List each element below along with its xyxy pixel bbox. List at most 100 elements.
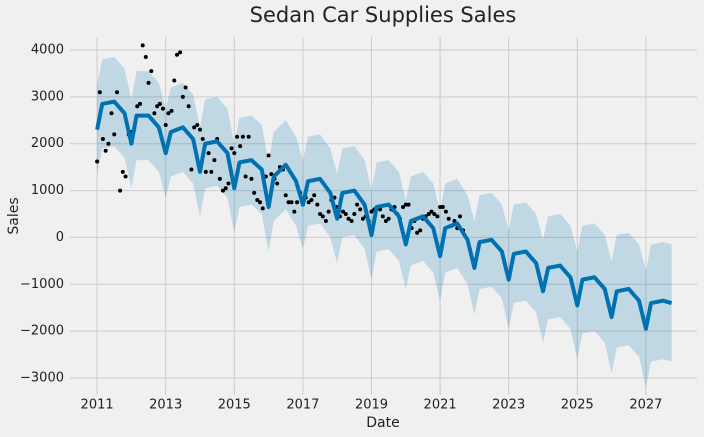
observed-point	[380, 214, 385, 219]
y-tick-label: 3000	[31, 89, 64, 104]
y-tick-label: −1000	[20, 277, 64, 292]
observed-point	[103, 148, 108, 153]
observed-point	[386, 216, 391, 221]
observed-point	[232, 151, 237, 156]
observed-point	[106, 141, 111, 146]
observed-point	[289, 200, 294, 205]
x-tick-label: 2013	[149, 398, 182, 413]
observed-point	[112, 132, 117, 137]
observed-point	[220, 188, 225, 193]
y-tick-label: 0	[56, 230, 64, 245]
x-tick-label: 2021	[424, 398, 457, 413]
observed-point	[169, 108, 174, 113]
x-tick-label: 2017	[286, 398, 319, 413]
observed-point	[418, 228, 423, 233]
observed-point	[315, 202, 320, 207]
observed-point	[323, 219, 328, 224]
x-tick-label: 2027	[629, 398, 662, 413]
observed-point	[195, 122, 200, 127]
observed-point	[118, 188, 123, 193]
observed-point	[160, 106, 165, 111]
observed-point	[352, 212, 357, 217]
observed-point	[238, 144, 243, 149]
observed-point	[175, 52, 180, 57]
observed-point	[114, 90, 119, 95]
observed-point	[260, 206, 265, 211]
observed-point	[192, 125, 197, 130]
observed-point	[283, 193, 288, 198]
y-axis-label: Sales	[6, 197, 22, 234]
observed-point	[258, 200, 263, 205]
observed-point	[309, 197, 314, 202]
observed-point	[295, 200, 300, 205]
observed-point	[246, 134, 251, 139]
observed-point	[229, 146, 234, 151]
observed-point	[226, 181, 231, 186]
observed-point	[152, 111, 157, 116]
observed-point	[135, 104, 140, 109]
x-axis-label: Date	[366, 415, 399, 431]
observed-point	[240, 134, 245, 139]
observed-point	[197, 127, 202, 132]
observed-point	[341, 209, 346, 214]
y-tick-label: 1000	[31, 183, 64, 198]
observed-point	[429, 209, 434, 214]
observed-point	[140, 43, 145, 48]
observed-point	[217, 176, 222, 181]
chart-title: Sedan Car Supplies Sales	[250, 3, 517, 27]
observed-point	[426, 212, 431, 217]
observed-point	[349, 219, 354, 224]
observed-point	[443, 209, 448, 214]
y-tick-label: −2000	[20, 324, 64, 339]
observed-point	[318, 212, 323, 217]
observed-point	[343, 212, 348, 217]
observed-point	[120, 169, 125, 174]
observed-point	[360, 216, 365, 221]
observed-point	[438, 204, 443, 209]
observed-point	[180, 94, 185, 99]
observed-point	[212, 158, 217, 163]
observed-point	[183, 85, 188, 90]
observed-point	[435, 214, 440, 219]
observed-point	[292, 209, 297, 214]
observed-point	[166, 111, 171, 116]
observed-point	[95, 159, 100, 164]
observed-point	[243, 174, 248, 179]
observed-point	[306, 200, 311, 205]
y-tick-label: 2000	[31, 136, 64, 151]
observed-point	[358, 207, 363, 212]
observed-point	[157, 101, 162, 106]
x-tick-label: 2019	[355, 398, 388, 413]
observed-point	[401, 204, 406, 209]
observed-point	[97, 90, 102, 95]
observed-point	[406, 202, 411, 207]
observed-point	[312, 193, 317, 198]
observed-point	[249, 176, 254, 181]
observed-point	[172, 78, 177, 83]
observed-point	[149, 69, 154, 74]
observed-point	[255, 197, 260, 202]
observed-point	[100, 137, 105, 142]
observed-point	[146, 80, 151, 85]
observed-point	[123, 174, 128, 179]
observed-point	[320, 214, 325, 219]
observed-point	[178, 50, 183, 55]
forecast-line	[95, 99, 673, 331]
observed-point	[155, 104, 160, 109]
observed-point	[137, 101, 142, 106]
observed-point	[209, 169, 214, 174]
observed-point	[369, 209, 374, 214]
observed-point	[440, 204, 445, 209]
observed-point	[275, 181, 280, 186]
observed-point	[163, 122, 168, 127]
x-tick-label: 2011	[81, 398, 114, 413]
observed-point	[109, 111, 114, 116]
y-tick-label: −3000	[20, 370, 64, 385]
observed-point	[203, 169, 208, 174]
observed-point	[355, 202, 360, 207]
observed-point	[266, 153, 271, 158]
observed-point	[403, 202, 408, 207]
observed-point	[326, 209, 331, 214]
observed-point	[189, 167, 194, 172]
